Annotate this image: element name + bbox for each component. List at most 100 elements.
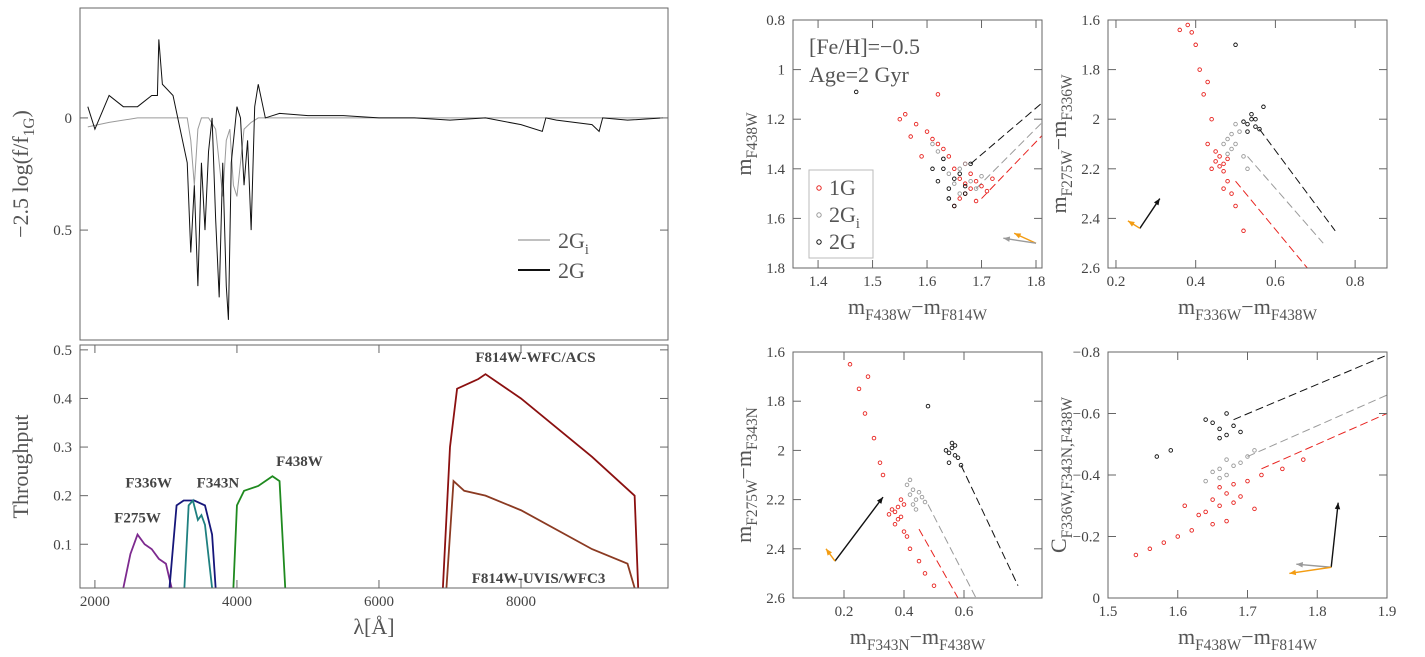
- x-tick-label: 2000: [80, 594, 110, 610]
- legend-text: 2G: [558, 258, 585, 283]
- star: [952, 443, 958, 448]
- star: [1245, 454, 1250, 459]
- y-axis-label: mF275W−mF343N: [731, 407, 761, 543]
- star: [924, 129, 930, 134]
- star: [1217, 466, 1222, 472]
- star: [1253, 116, 1258, 122]
- star: [898, 514, 904, 520]
- star: [957, 176, 962, 181]
- star: [1238, 494, 1243, 499]
- star: [922, 571, 928, 576]
- line: [445, 479, 636, 588]
- star: [968, 178, 973, 184]
- y-tick-label: 2: [778, 443, 786, 459]
- star: [1189, 528, 1194, 533]
- annotation: [Fe/H]=−0.5: [809, 34, 920, 59]
- x-axis-label-part: −m: [1241, 624, 1271, 649]
- star: [1221, 141, 1226, 147]
- star: [922, 499, 928, 505]
- star: [1252, 448, 1257, 453]
- star: [1197, 67, 1202, 72]
- y-axis-label-part: C: [1046, 538, 1071, 553]
- star: [1221, 161, 1226, 167]
- star: [1252, 506, 1257, 512]
- vector-head: [1014, 233, 1022, 239]
- y-tick-label: 2.6: [1081, 261, 1100, 277]
- series-label: F343N: [197, 476, 240, 492]
- star: [946, 171, 952, 177]
- star: [904, 534, 910, 539]
- star: [910, 487, 916, 493]
- star: [1231, 423, 1236, 429]
- x-axis-label-part: m: [1178, 624, 1195, 649]
- x-axis-label-part: F438W: [1271, 307, 1318, 324]
- vector: [1330, 502, 1339, 568]
- star: [919, 154, 924, 159]
- star: [901, 529, 907, 534]
- line: [183, 498, 213, 588]
- star: [910, 502, 916, 507]
- star: [930, 166, 935, 172]
- legend-label: 2G: [829, 229, 856, 254]
- star: [865, 374, 871, 379]
- y-axis-label: mF275W−mF336W: [1046, 74, 1076, 213]
- isochrone: [1235, 180, 1308, 268]
- legend-label: 2Gi: [558, 228, 589, 258]
- star: [1161, 540, 1167, 545]
- x-tick-label: 0.4: [1186, 274, 1205, 290]
- x-tick-label: 0.6: [1266, 274, 1285, 290]
- x-axis-label-part: F814W: [941, 307, 988, 324]
- star: [889, 507, 895, 512]
- y-tick-label: 0: [1093, 591, 1101, 607]
- star: [979, 173, 984, 179]
- y-tick-label: 1.2: [766, 112, 785, 128]
- star: [1225, 156, 1230, 162]
- y-tick-label: −0.2: [1073, 530, 1100, 546]
- line: [441, 373, 640, 588]
- legend-marker: [816, 239, 822, 245]
- star: [871, 435, 877, 441]
- frame: [1107, 19, 1388, 269]
- star: [1210, 497, 1215, 502]
- star: [930, 141, 935, 147]
- y-tick-label: 1: [778, 63, 786, 79]
- star: [1221, 186, 1226, 191]
- series-label: F814W-WFC/ACS: [475, 350, 595, 366]
- star: [916, 558, 922, 564]
- y-axis-label-part: F275W: [1059, 150, 1076, 197]
- x-tick-label: 8000: [506, 594, 536, 610]
- star: [880, 472, 886, 478]
- y-tick-label: 0.2: [53, 489, 72, 505]
- star: [1229, 146, 1234, 152]
- star: [1210, 420, 1215, 425]
- star: [1224, 432, 1229, 438]
- star: [1182, 503, 1187, 509]
- star: [1213, 159, 1218, 164]
- star: [895, 504, 901, 510]
- star: [877, 460, 883, 465]
- star: [984, 188, 990, 194]
- plot-area: [87, 39, 664, 320]
- star: [1231, 481, 1236, 487]
- series-label: F438W: [276, 454, 323, 470]
- x-tick-label: 0.2: [835, 604, 854, 620]
- y-tick-label: 2: [1093, 112, 1101, 128]
- star: [1245, 478, 1250, 484]
- star: [1203, 509, 1208, 515]
- x-axis-label-part: F438W: [865, 307, 912, 324]
- star: [946, 460, 952, 465]
- isochrone: [1233, 354, 1387, 421]
- star: [901, 502, 907, 507]
- y-axis-label-part: F336W: [1059, 74, 1076, 121]
- x-axis-label: mF438W−mF814W: [1178, 624, 1317, 654]
- x-tick-label: 0.4: [895, 604, 914, 620]
- star: [1217, 485, 1222, 490]
- series-label: F814W-UVIS/WFC3: [472, 571, 606, 587]
- y-axis-label-part: −m: [1046, 121, 1071, 151]
- star: [913, 507, 919, 512]
- star: [1231, 500, 1236, 505]
- y-axis-label-part: F438W: [744, 112, 761, 159]
- x-axis-label-part: m: [848, 294, 865, 319]
- y-tick-label: −0.6: [1073, 407, 1101, 423]
- star: [1209, 116, 1214, 122]
